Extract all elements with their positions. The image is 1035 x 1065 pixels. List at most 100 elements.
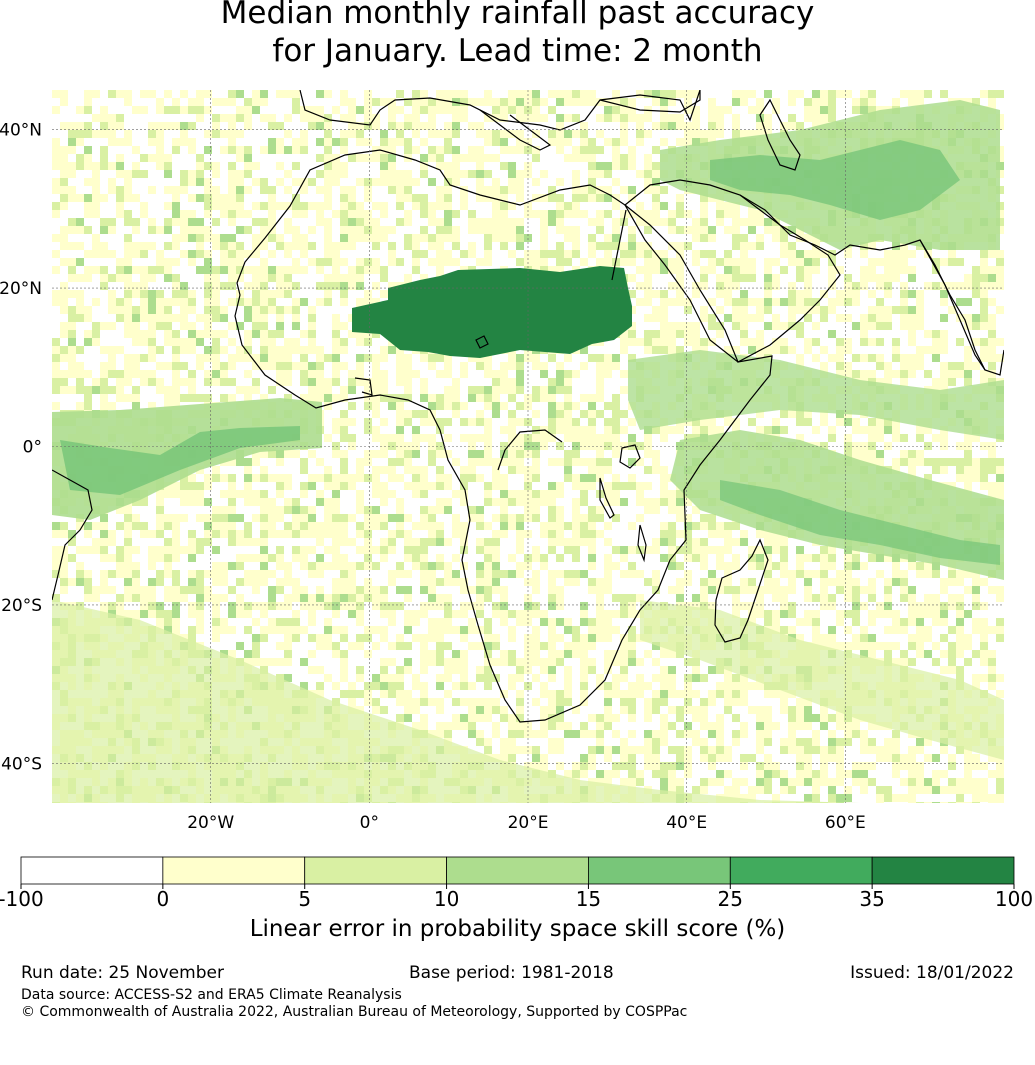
- skill-cell: [460, 170, 468, 178]
- skill-cell: [436, 130, 444, 138]
- skill-cell: [908, 586, 916, 594]
- skill-cell: [100, 154, 108, 162]
- skill-cell: [836, 362, 844, 370]
- skill-cell: [780, 602, 788, 610]
- skill-cell: [956, 602, 964, 610]
- skill-cell: [660, 522, 668, 530]
- skill-cell: [68, 194, 76, 202]
- skill-cell: [508, 218, 516, 226]
- skill-cell: [156, 530, 164, 538]
- skill-cell: [484, 522, 492, 530]
- skill-cell: [348, 378, 356, 386]
- skill-cell: [220, 514, 228, 522]
- skill-cell: [884, 266, 892, 274]
- skill-cell: [212, 634, 220, 642]
- skill-cell: [220, 394, 228, 402]
- skill-cell: [660, 298, 668, 306]
- skill-cell: [308, 106, 316, 114]
- skill-cell: [532, 434, 540, 442]
- skill-cell: [692, 602, 700, 610]
- skill-cell: [236, 266, 244, 274]
- skill-cell: [76, 346, 84, 354]
- skill-cell: [796, 322, 804, 330]
- skill-cell: [228, 378, 236, 386]
- skill-cell: [644, 154, 652, 162]
- skill-cell: [660, 322, 668, 330]
- skill-cell: [388, 258, 396, 266]
- skill-cell: [332, 594, 340, 602]
- skill-cell: [772, 418, 780, 426]
- skill-cell: [548, 106, 556, 114]
- skill-cell: [692, 546, 700, 554]
- skill-cell: [676, 514, 684, 522]
- skill-cell: [500, 490, 508, 498]
- skill-cell: [428, 626, 436, 634]
- skill-cell: [852, 450, 860, 458]
- skill-cell: [692, 290, 700, 298]
- skill-cell: [372, 234, 380, 242]
- skill-cell: [724, 210, 732, 218]
- skill-cell: [212, 346, 220, 354]
- skill-cell: [828, 330, 836, 338]
- skill-cell: [428, 442, 436, 450]
- skill-cell: [196, 338, 204, 346]
- skill-cell: [532, 490, 540, 498]
- skill-cell: [916, 98, 924, 106]
- skill-cell: [372, 514, 380, 522]
- skill-cell: [844, 442, 852, 450]
- skill-cell: [780, 562, 788, 570]
- skill-cell: [708, 514, 716, 522]
- skill-cell: [484, 586, 492, 594]
- skill-cell: [460, 90, 468, 98]
- skill-cell: [116, 306, 124, 314]
- skill-cell: [340, 146, 348, 154]
- skill-cell: [700, 234, 708, 242]
- skill-cell: [708, 250, 716, 258]
- skill-cell: [220, 314, 228, 322]
- skill-cell: [604, 242, 612, 250]
- skill-cell: [300, 482, 308, 490]
- skill-cell: [196, 226, 204, 234]
- skill-cell: [444, 362, 452, 370]
- skill-cell: [308, 178, 316, 186]
- skill-cell: [100, 322, 108, 330]
- skill-cell: [220, 210, 228, 218]
- skill-cell: [364, 210, 372, 218]
- skill-cell: [516, 514, 524, 522]
- skill-cell: [268, 522, 276, 530]
- skill-cell: [340, 218, 348, 226]
- skill-cell: [172, 578, 180, 586]
- skill-cell: [580, 514, 588, 522]
- skill-cell: [972, 594, 980, 602]
- skill-cell: [604, 138, 612, 146]
- skill-cell: [620, 498, 628, 506]
- skill-cell: [684, 122, 692, 130]
- skill-cell: [828, 578, 836, 586]
- skill-cell: [988, 274, 996, 282]
- skill-cell: [580, 362, 588, 370]
- skill-cell: [604, 354, 612, 362]
- skill-cell: [700, 562, 708, 570]
- skill-cell: [988, 330, 996, 338]
- skill-cell: [132, 370, 140, 378]
- skill-cell: [740, 330, 748, 338]
- skill-cell: [532, 386, 540, 394]
- skill-cell: [780, 234, 788, 242]
- skill-cell: [364, 194, 372, 202]
- skill-cell: [60, 226, 68, 234]
- skill-cell: [116, 602, 124, 610]
- skill-cell: [100, 522, 108, 530]
- skill-cell: [228, 130, 236, 138]
- skill-cell: [724, 578, 732, 586]
- skill-cell: [508, 410, 516, 418]
- skill-cell: [508, 466, 516, 474]
- skill-cell: [932, 258, 940, 266]
- skill-cell: [124, 90, 132, 98]
- skill-cell: [916, 298, 924, 306]
- skill-cell: [404, 122, 412, 130]
- skill-cell: [916, 322, 924, 330]
- skill-cell: [548, 546, 556, 554]
- skill-cell: [556, 146, 564, 154]
- skill-cell: [140, 298, 148, 306]
- skill-cell: [428, 458, 436, 466]
